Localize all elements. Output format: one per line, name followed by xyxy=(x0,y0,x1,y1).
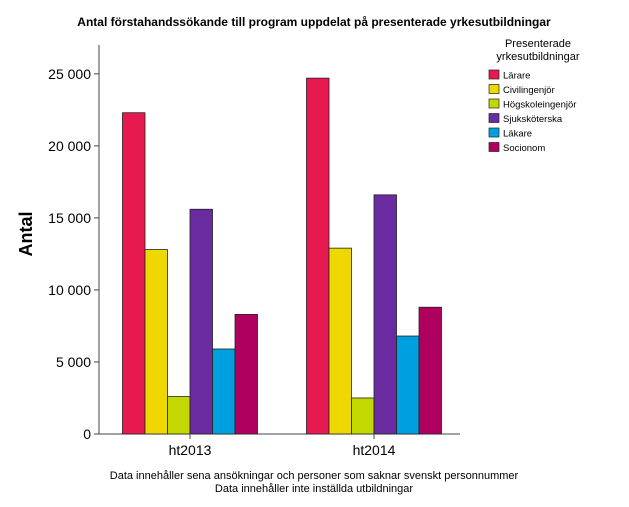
y-tick-label: 10 000 xyxy=(48,282,91,298)
plot-area: 0 5 000 10 000 15 000 20 000 25 000 ht2013 ht20… xyxy=(48,45,460,458)
legend-swatch xyxy=(488,69,500,80)
legend-label: Lärare xyxy=(503,71,530,82)
x-tick-label: ht2014 xyxy=(353,442,396,458)
y-tick-label: 25 000 xyxy=(48,66,91,82)
y-tick-label: 15 000 xyxy=(48,210,91,226)
legend-title: yrkesutbildningar xyxy=(496,51,579,63)
x-tick-label: ht2013 xyxy=(169,442,212,458)
chart-title: Antal förstahandssökande till program up… xyxy=(77,15,551,29)
bar-socionom-ht2013 xyxy=(234,314,258,435)
bar-civilingenjör-ht2014 xyxy=(328,247,352,435)
footnotes: Data innehåller sena ansökningar och per… xyxy=(110,470,519,495)
bar-sjuksköterska-ht2013 xyxy=(189,208,213,435)
legend-label: Sjuksköterska xyxy=(503,114,563,125)
legend-title: Presenterade xyxy=(505,38,571,50)
y-axis-label: Antal xyxy=(16,212,36,257)
bar-socionom-ht2014 xyxy=(418,306,442,435)
bar-civilingenjör-ht2013 xyxy=(144,249,168,435)
footnote-2: Data innehåller inte inställda utbildnin… xyxy=(215,483,413,495)
bar-läkare-ht2013 xyxy=(212,348,236,435)
bar-läkare-ht2014 xyxy=(396,335,420,435)
legend-label: Läkare xyxy=(503,129,532,140)
legend-swatch xyxy=(488,113,500,123)
bar-högskoleingenjör-ht2013 xyxy=(167,396,191,435)
legend-label: Socionom xyxy=(503,143,545,154)
legend-swatch xyxy=(488,98,500,109)
footnote-1: Data innehåller sena ansökningar och per… xyxy=(110,470,519,482)
bar-lärare-ht2014 xyxy=(306,77,330,435)
bar-lärare-ht2013 xyxy=(122,112,146,435)
y-tick-label: 5 000 xyxy=(56,354,91,370)
bar-sjuksköterska-ht2014 xyxy=(373,194,397,435)
legend-swatch xyxy=(488,127,500,138)
y-tick-label: 0 xyxy=(83,426,91,442)
bar-högskoleingenjör-ht2014 xyxy=(351,397,375,435)
legend-label: Högskoleingenjör xyxy=(503,100,576,111)
legend-swatch xyxy=(488,84,500,94)
legend-label: Civilingenjör xyxy=(503,85,555,96)
y-tick-label: 20 000 xyxy=(48,138,91,154)
legend-swatch xyxy=(488,142,500,152)
